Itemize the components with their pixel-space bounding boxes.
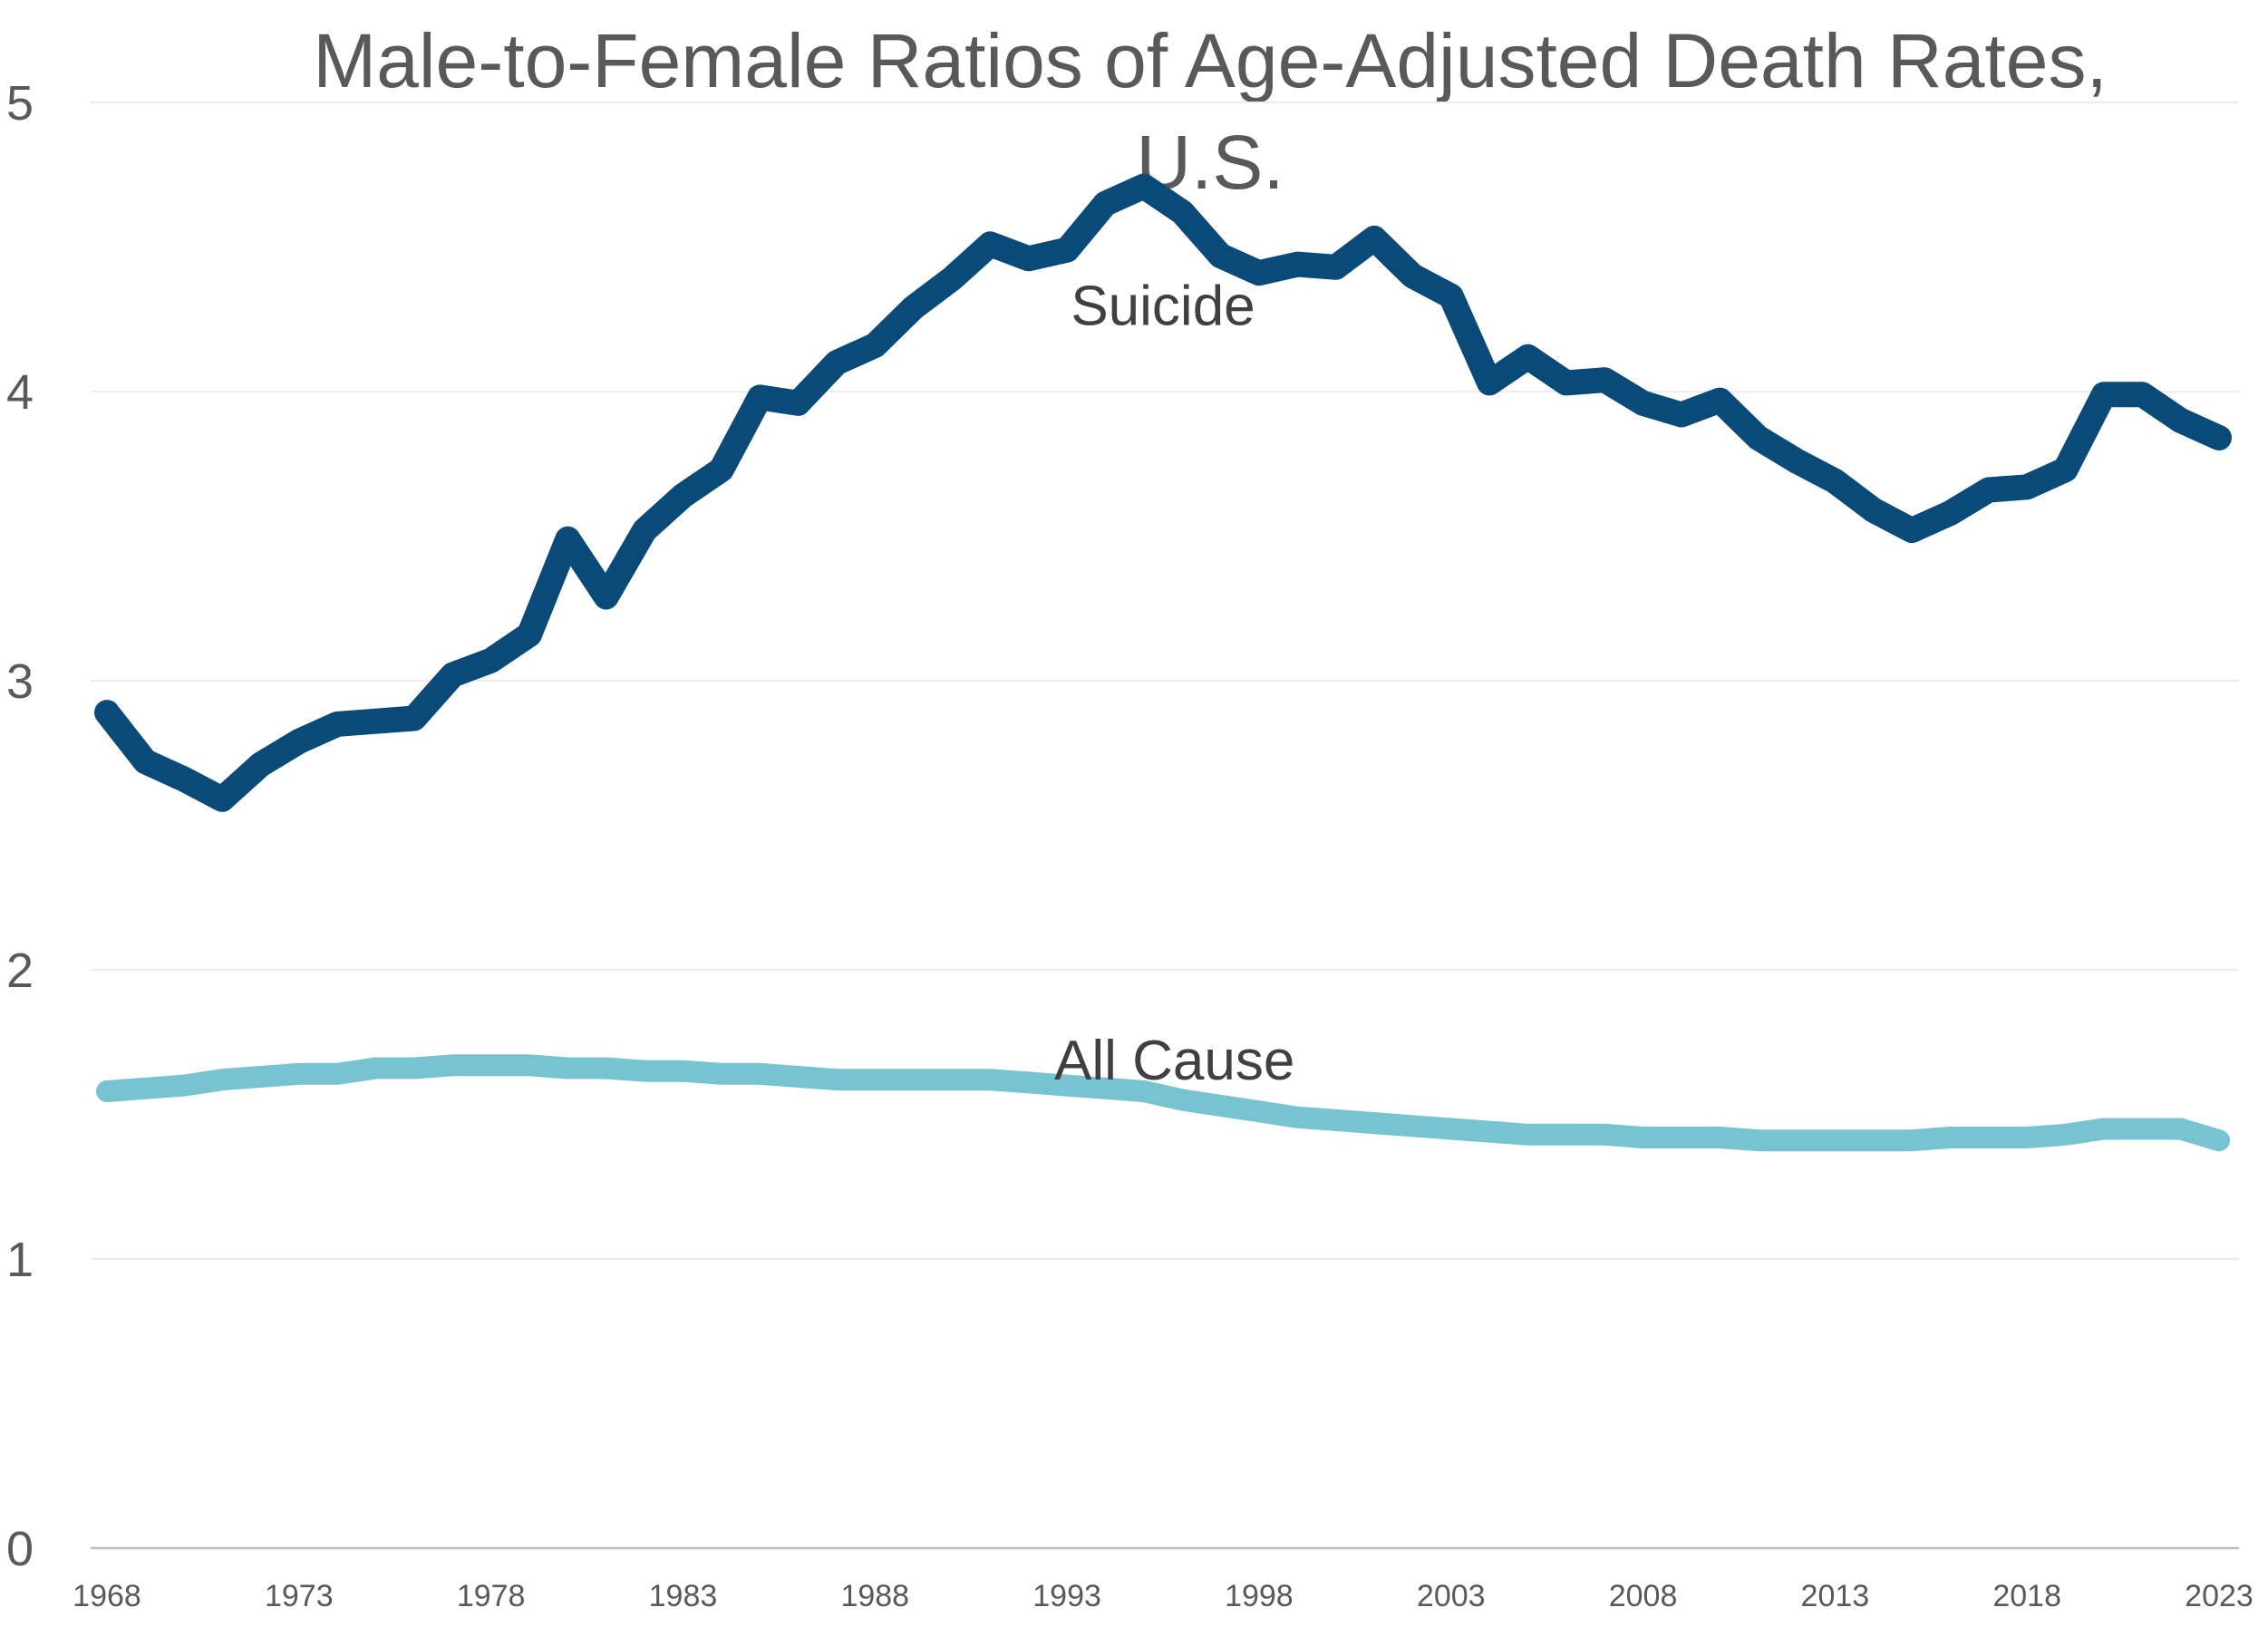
y-tick-label: 2 [6, 944, 34, 998]
y-tick-label: 4 [6, 365, 34, 420]
x-tick-label: 2008 [1609, 1579, 1678, 1613]
x-tick-label: 2018 [1992, 1579, 2061, 1613]
y-tick-label: 1 [6, 1233, 34, 1287]
x-tick-label: 2013 [1801, 1579, 1870, 1613]
series-lines [94, 173, 2232, 1152]
y-tick-label: 3 [6, 654, 34, 709]
x-tick-label: 1968 [73, 1579, 141, 1613]
y-tick-label: 5 [6, 76, 34, 131]
series-line-all-cause [96, 1054, 2230, 1152]
y-axis-ticks: 0 1 2 3 4 5 [6, 76, 34, 1576]
x-tick-label: 1978 [457, 1579, 526, 1613]
x-tick-label: 1988 [840, 1579, 909, 1613]
series-label-suicide: Suicide [1071, 276, 1255, 338]
x-tick-label: 2003 [1417, 1579, 1486, 1613]
series-line-suicide [94, 173, 2232, 812]
x-tick-label: 1973 [265, 1579, 334, 1613]
x-tick-label: 1998 [1225, 1579, 1294, 1613]
series-labels: Suicide All Cause [1054, 276, 1294, 1093]
x-axis-ticks: 1968 1973 1978 1983 1988 1993 1998 2003 2008 2013… [73, 1579, 2253, 1613]
x-tick-label: 1993 [1032, 1579, 1101, 1613]
y-tick-label: 0 [6, 1522, 34, 1576]
series-label-all-cause: All Cause [1054, 1030, 1294, 1092]
x-tick-label: 1983 [649, 1579, 718, 1613]
x-tick-label: 2023 [2185, 1579, 2253, 1613]
chart-title-line1: Male-to-Female Ratios of Age-Adjusted De… [313, 18, 2108, 103]
